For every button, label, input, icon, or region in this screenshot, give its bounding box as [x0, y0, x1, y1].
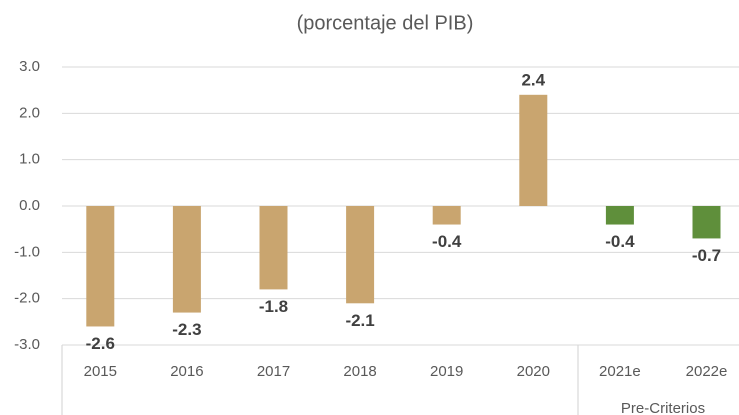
data-label: 2.4 [521, 70, 545, 89]
y-tick-label: -3.0 [14, 336, 40, 353]
bar [519, 94, 548, 206]
y-tick-label: -2.0 [14, 290, 40, 307]
annotation: Pre-Criterios [621, 400, 705, 415]
y-tick-label: 1.0 [19, 151, 40, 168]
y-tick-label: 3.0 [19, 58, 40, 75]
bar [692, 206, 721, 239]
x-tick-label: 2021e [599, 363, 641, 380]
x-tick-label: 2018 [343, 363, 376, 380]
data-label: -2.3 [172, 320, 201, 339]
y-tick-label: -1.0 [14, 243, 40, 260]
y-tick-label: 0.0 [19, 197, 40, 214]
bar [259, 206, 288, 290]
chart-title: (porcentaje del PIB) [297, 12, 474, 34]
data-label: -2.1 [345, 311, 374, 330]
data-label: -2.6 [86, 334, 115, 353]
x-tick-label: 2022e [686, 363, 728, 380]
data-label: -0.4 [605, 232, 635, 251]
bar [172, 206, 201, 313]
data-label: -0.4 [432, 232, 462, 251]
bar [605, 206, 634, 225]
x-tick-label: 2016 [170, 363, 203, 380]
data-label: -1.8 [259, 297, 288, 316]
x-tick-label: 2015 [84, 363, 117, 380]
data-label: -0.7 [692, 246, 721, 265]
x-tick-label: 2017 [257, 363, 290, 380]
bar [346, 206, 375, 304]
x-tick-label: 2019 [430, 363, 463, 380]
bar [86, 206, 115, 327]
bar [432, 206, 461, 225]
x-tick-label: 2020 [517, 363, 550, 380]
y-tick-label: 2.0 [19, 104, 40, 121]
